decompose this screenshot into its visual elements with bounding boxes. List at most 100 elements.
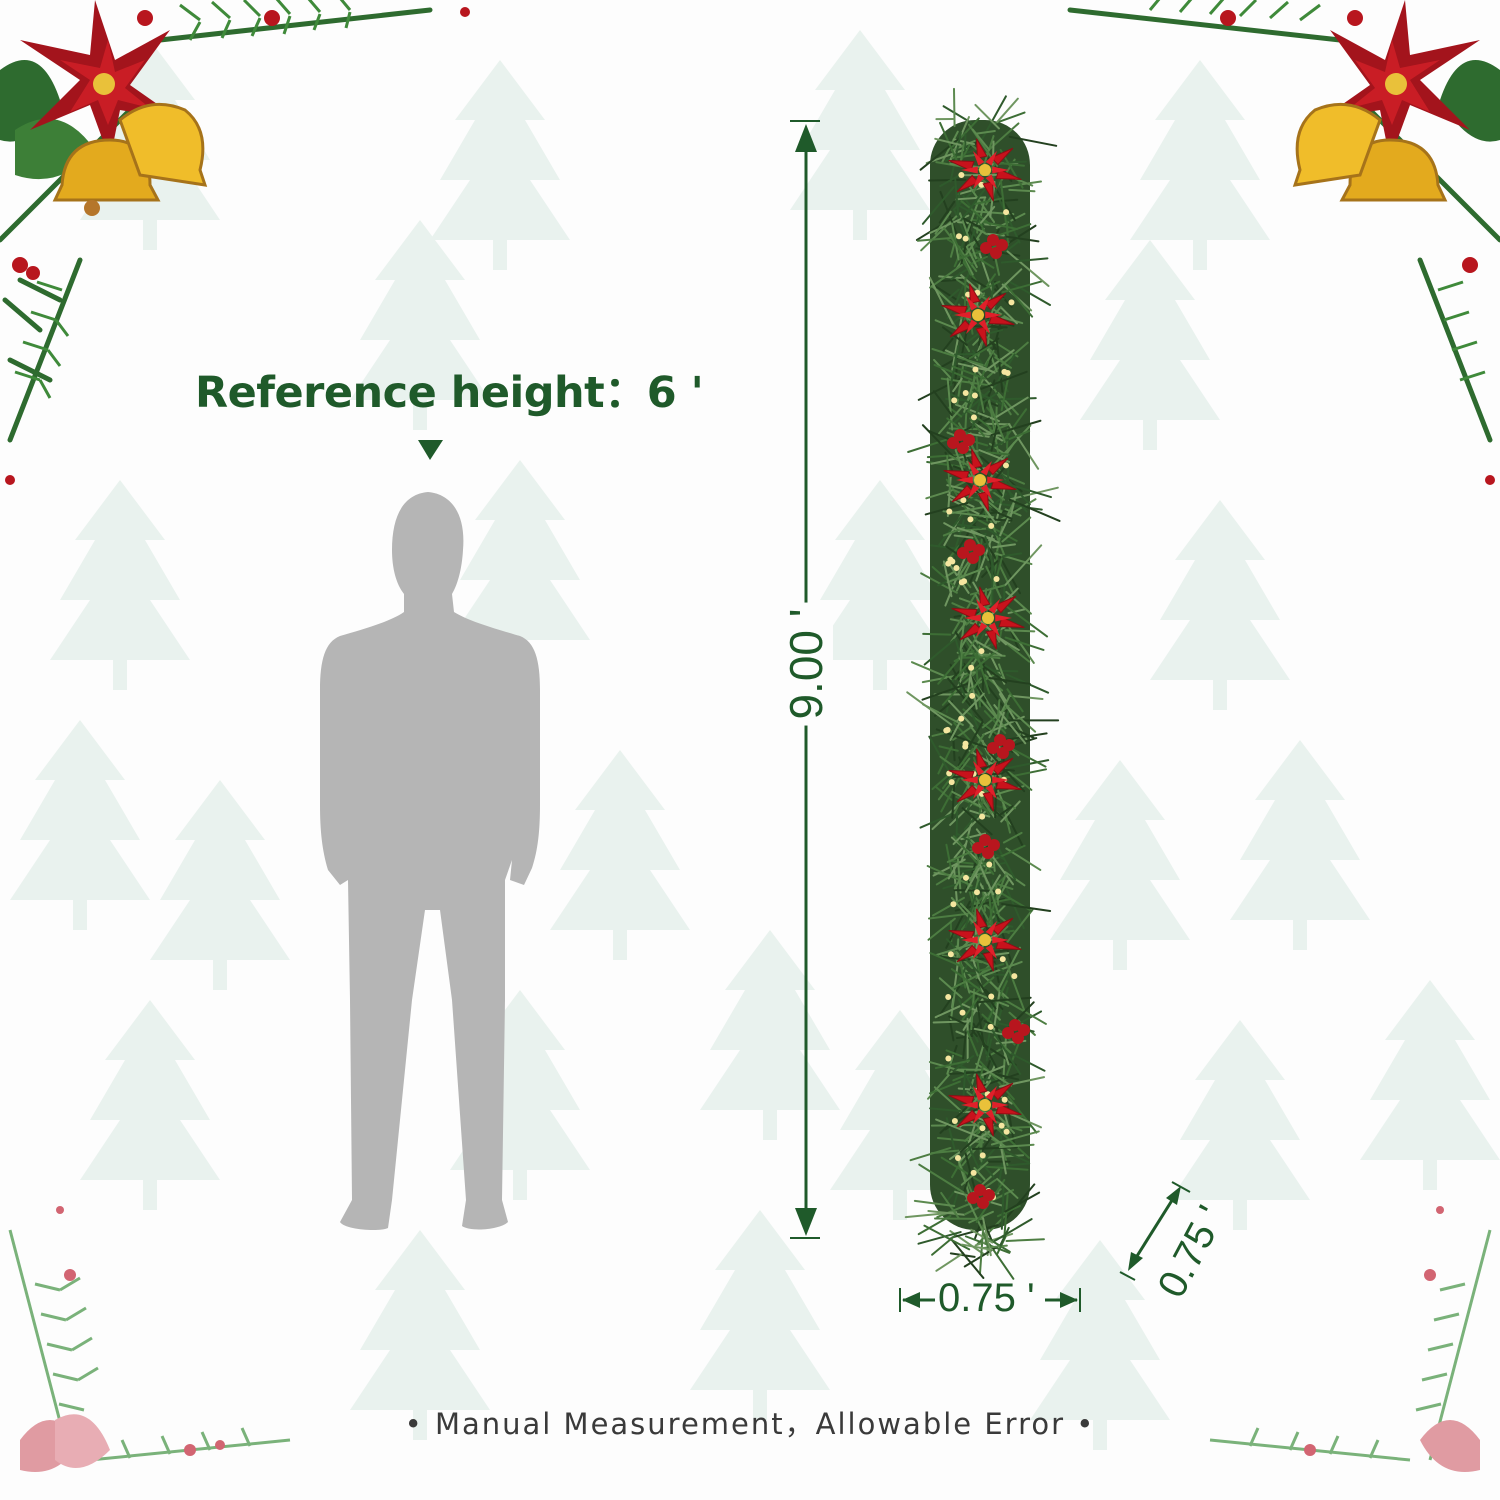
light-bulb: [945, 994, 952, 1001]
background-tree: [690, 1210, 830, 1420]
background-tree: [810, 480, 950, 690]
berry-cluster: [957, 539, 985, 564]
background-tree: [1170, 1020, 1310, 1230]
background-tree: [430, 60, 570, 270]
poinsettia-icon: [948, 908, 1022, 972]
light-bulb: [995, 888, 1002, 895]
light-bulb: [971, 392, 978, 399]
top-left-decoration: [0, 0, 470, 485]
background-tree: [790, 30, 930, 240]
poinsettia-icon: [941, 283, 1015, 347]
light-bulb: [1011, 973, 1018, 980]
light-bulb: [1008, 299, 1015, 306]
background-tree: [80, 1000, 220, 1210]
berry-cluster: [1002, 1019, 1030, 1044]
poinsettia-icon: [943, 448, 1017, 512]
light-bulb: [1002, 462, 1009, 469]
light-bulb: [945, 1055, 952, 1062]
light-bulb: [960, 497, 967, 504]
background-tree: [50, 480, 190, 690]
poinsettia-icon: [948, 138, 1022, 202]
light-bulb: [962, 740, 969, 747]
light-bulb: [1001, 1096, 1008, 1103]
light-bulb: [988, 522, 995, 529]
light-bulb: [948, 779, 955, 786]
light-bulb: [946, 508, 953, 515]
light-bulb: [978, 790, 985, 797]
light-bulb: [972, 366, 979, 373]
light-bulb: [962, 235, 969, 242]
light-bulb: [950, 901, 957, 908]
light-bulb: [951, 1117, 958, 1124]
light-bulb: [949, 558, 956, 565]
measurement-note: • Manual Measurement，Allowable Error •: [404, 1407, 1096, 1441]
light-bulb: [988, 993, 995, 1000]
light-bulb: [979, 1125, 986, 1132]
poinsettia-icon: [951, 586, 1025, 650]
light-bulb: [967, 516, 974, 523]
background-tree: [150, 780, 290, 990]
top-right-decoration: [1067, 0, 1500, 485]
depth-dimension-line: [1119, 1181, 1191, 1281]
height-dimension-label: 9.00 ': [779, 602, 833, 726]
background-tree: [1360, 980, 1500, 1190]
background-tree: [1080, 240, 1220, 450]
light-bulb: [1003, 209, 1010, 216]
background-tree: [350, 1230, 490, 1440]
width-dimension-line: [899, 1288, 1081, 1312]
poinsettia-icon: [948, 1073, 1022, 1137]
light-bulb: [958, 715, 965, 722]
light-bulb: [962, 390, 969, 397]
light-bulb: [979, 813, 986, 820]
berry-cluster: [987, 734, 1015, 759]
background-tree: [1030, 1240, 1170, 1450]
light-bulb: [953, 565, 960, 571]
background-tree: [1230, 740, 1370, 950]
light-bulb: [951, 397, 958, 404]
bottom-right-decoration: [1209, 1206, 1492, 1472]
light-bulb: [978, 181, 985, 188]
light-bulb: [954, 1154, 961, 1161]
berry-cluster: [947, 429, 975, 454]
poinsettia-icon: [948, 748, 1022, 812]
background-tree: [1050, 760, 1190, 970]
light-bulb: [993, 575, 1000, 582]
background-tree: [350, 220, 490, 430]
reference-height-label: Reference height：6 ': [195, 368, 704, 418]
background-tree: [1130, 60, 1270, 270]
light-bulb: [969, 692, 976, 699]
light-bulb: [979, 1152, 986, 1159]
light-bulb: [978, 648, 985, 655]
light-bulb: [959, 1009, 966, 1016]
light-bulb: [944, 726, 951, 733]
bottom-left-decoration: [8, 1206, 291, 1472]
light-bulb: [947, 951, 954, 958]
berry-cluster: [967, 1184, 995, 1209]
width-dimension-label: 0.75 ': [938, 1276, 1035, 1320]
bell-icon: [52, 102, 208, 216]
light-bulb: [973, 889, 980, 896]
light-bulb: [986, 861, 993, 868]
light-bulb: [998, 1122, 1005, 1129]
light-bulb: [968, 664, 975, 671]
light-bulb: [955, 233, 962, 240]
light-bulb: [1003, 1128, 1010, 1135]
berry-cluster: [972, 834, 1000, 859]
background-tree: [10, 720, 150, 930]
person-silhouette: [320, 492, 540, 1230]
light-bulb: [970, 1169, 977, 1176]
light-bulb: [999, 956, 1006, 963]
arrow-down-icon: [418, 440, 443, 460]
berry-cluster: [980, 234, 1008, 259]
poinsettia-icon: [20, 0, 180, 160]
light-bulb: [987, 1023, 994, 1030]
light-bulb: [961, 578, 968, 585]
light-bulb: [970, 414, 977, 421]
light-bulb: [1004, 370, 1011, 377]
background-tree: [550, 750, 690, 960]
